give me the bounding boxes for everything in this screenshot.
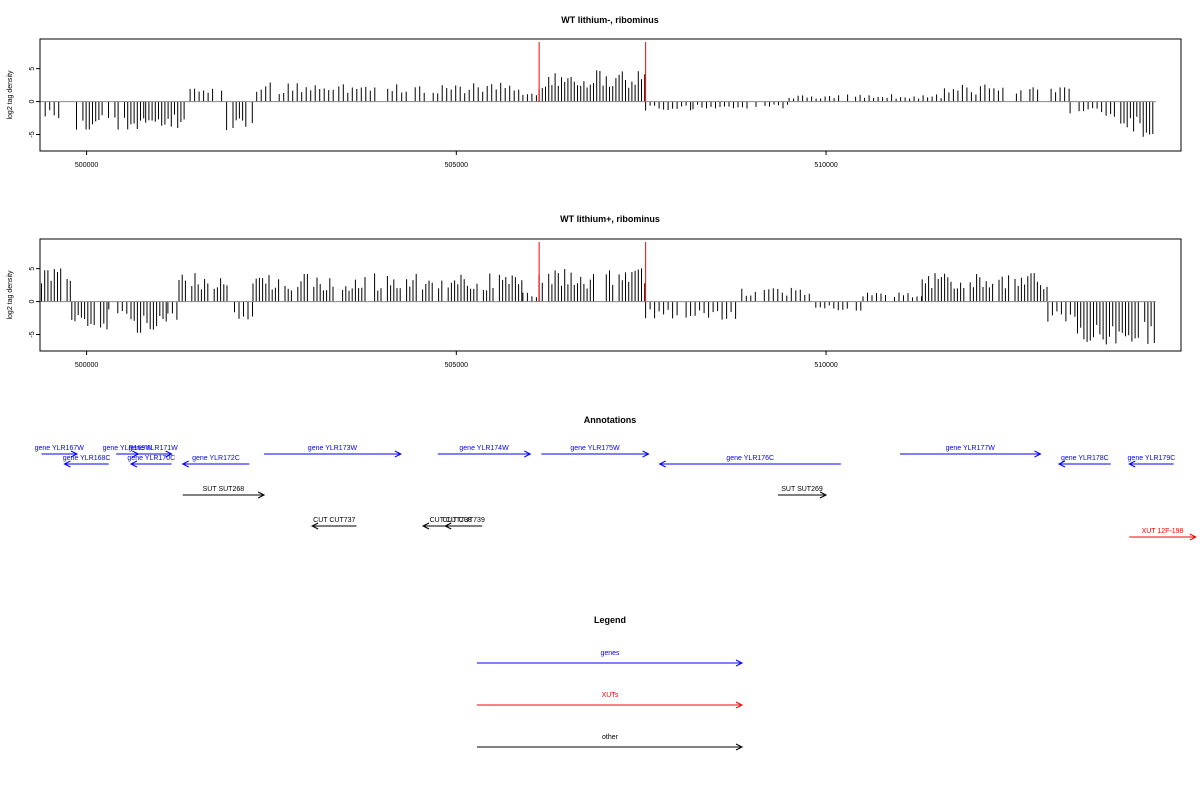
plot-frame (39, 38, 1182, 152)
track-panel-lithium-plus: WT lithium+, ribominus log2 tag density … (7, 214, 1182, 369)
legend-items: genes XUTs other (477, 650, 744, 751)
feature-label: gene YLR175W (570, 445, 620, 452)
feature-label: gene YLR170C (127, 455, 175, 462)
panel-title: WT lithium+, ribominus (560, 214, 660, 224)
feature-label: gene YLR178C (1061, 455, 1109, 462)
arrow-left-icon (421, 522, 430, 530)
arrow-right-icon (735, 701, 744, 709)
arrow-right-icon (394, 450, 402, 458)
feature-label: gene YLR171W (128, 445, 178, 452)
annotation-feature: CUT CUT739 (443, 517, 485, 530)
arrow-right-icon (735, 743, 744, 751)
arrow-right-icon (642, 450, 650, 458)
y-axis-label: log2 tag density (7, 70, 14, 120)
arrow-left-icon (444, 522, 452, 530)
legend-title: Legend (594, 615, 626, 625)
feature-label: gene YLR172C (192, 455, 240, 462)
annotation-feature: gene YLR173W (264, 445, 402, 458)
arrow-left-icon (63, 460, 71, 468)
arrow-right-icon (1189, 533, 1197, 541)
feature-label: gene YLR179C (1128, 455, 1176, 462)
y-tick-label: 5 (29, 67, 36, 71)
y-tick-label: 0 (29, 100, 36, 104)
x-tick-label: 505000 (445, 162, 468, 169)
arrow-right-icon (735, 659, 744, 667)
y-tick-label: -5 (29, 131, 36, 137)
arrow-right-icon (819, 491, 828, 499)
feature-label: gene YLR177W (946, 445, 996, 452)
feature-label: gene YLR176C (726, 455, 774, 462)
annotation-feature: gene YLR175W (541, 445, 650, 458)
panel-title: WT lithium-, ribominus (561, 15, 659, 25)
bar-series (41, 268, 1155, 345)
legend-item: genes (477, 650, 744, 667)
plot-frame (39, 238, 1182, 352)
legend-item: XUTs (477, 692, 744, 709)
annotation-feature: XUT 12F-198 (1129, 528, 1197, 541)
annotation-track: Annotations gene YLR167W gene YLR168C gene… (35, 415, 1197, 541)
y-tick-label: 5 (29, 267, 36, 271)
feature-label: CUT CUT739 (443, 517, 485, 524)
legend-item: other (477, 734, 744, 751)
arrow-right-icon (1034, 450, 1042, 458)
legend-label: genes (600, 650, 620, 657)
y-tick-label: -5 (29, 331, 36, 337)
feature-label: XUT 12F-198 (1142, 528, 1184, 535)
feature-label: gene YLR173W (308, 445, 358, 452)
annotations-title: Annotations (584, 415, 637, 425)
y-tick-label: 0 (29, 300, 36, 304)
bar-series (44, 70, 1154, 137)
x-tick-label: 510000 (814, 362, 837, 369)
x-tick-label: 505000 (445, 362, 468, 369)
arrow-left-icon (1057, 460, 1066, 468)
annotation-feature: gene YLR167W (35, 445, 85, 458)
arrow-right-icon (524, 450, 532, 458)
legend-label: other (602, 734, 619, 741)
arrow-left-icon (658, 460, 666, 468)
x-tick-label: 500000 (75, 162, 98, 169)
x-axis: 500000 505000 510000 (75, 351, 838, 369)
arrow-left-icon (1128, 460, 1136, 468)
feature-label: CUT CUT737 (313, 517, 355, 524)
feature-label: gene YLR169W (103, 445, 153, 452)
annotation-feature: gene YLR176C (658, 455, 841, 468)
legend-label: XUTs (602, 692, 619, 699)
annotation-feature: gene YLR179C (1128, 455, 1176, 468)
region-markers (538, 242, 647, 302)
y-axis: -5 0 5 (29, 67, 41, 138)
x-tick-label: 510000 (814, 162, 837, 169)
annotation-feature: SUT SUT269 (777, 486, 828, 499)
region-markers (538, 42, 647, 102)
arrow-right-icon (165, 450, 173, 458)
annotation-feature: gene YLR171W (128, 445, 178, 458)
x-axis: 500000 505000 510000 (75, 151, 838, 169)
annotation-feature: gene YLR178C (1057, 455, 1111, 468)
arrow-left-icon (129, 460, 138, 468)
feature-label: gene YLR174W (459, 445, 509, 452)
y-axis-label: log2 tag density (7, 270, 14, 320)
arrow-right-icon (70, 450, 79, 458)
annotation-feature: gene YLR174W (437, 445, 532, 458)
feature-label: gene YLR167W (35, 445, 85, 452)
feature-label: gene YLR168C (63, 455, 111, 462)
arrow-right-icon (257, 491, 266, 499)
annotation-feature: gene YLR172C (181, 455, 250, 468)
track-panel-lithium-minus: WT lithium-, ribominus log2 tag density … (7, 15, 1182, 169)
annotation-feature: gene YLR168C (63, 455, 111, 468)
annotation-feature: gene YLR170C (127, 455, 175, 468)
feature-label: CUT CUT738 (430, 517, 472, 524)
arrow-left-icon (311, 522, 319, 530)
feature-label: SUT SUT268 (203, 486, 245, 493)
legend: Legend genes XUTs other (477, 615, 744, 751)
annotation-feature: SUT SUT268 (182, 486, 266, 499)
arrow-left-icon (181, 460, 189, 468)
y-axis: -5 0 5 (29, 267, 41, 338)
x-tick-label: 500000 (75, 362, 98, 369)
annotation-feature: gene YLR177W (900, 445, 1042, 458)
feature-label: SUT SUT269 (781, 486, 823, 493)
annotation-feature: CUT CUT737 (311, 517, 357, 530)
